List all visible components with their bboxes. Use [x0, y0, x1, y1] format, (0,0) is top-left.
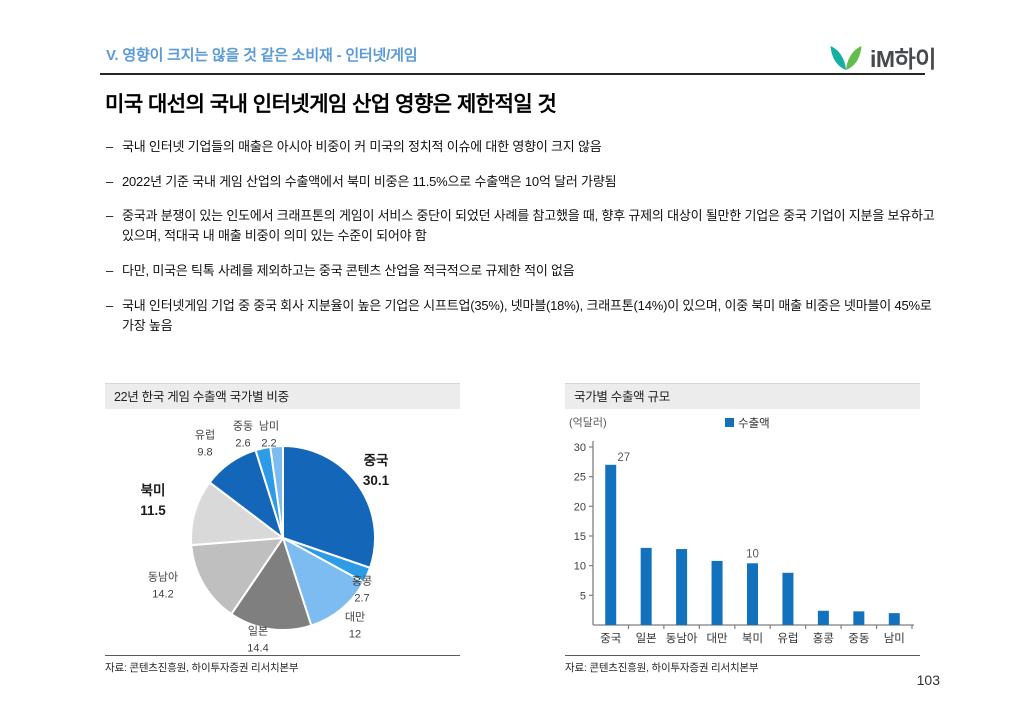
svg-text:대만: 대만	[706, 632, 728, 645]
bullet-item: – 국내 인터넷게임 기업 중 중국 회사 지분율이 높은 기업은 시프트업(3…	[106, 296, 938, 336]
svg-text:14.4: 14.4	[247, 643, 268, 655]
bar-chart-card: 국가별 수출액 규모 (억달러) 수출액 5 10 15 20 25 30 중국 27 일본 동남아 대…	[565, 383, 920, 675]
pie-chart-card: 22년 한국 게임 수출액 국가별 비중 중국 30.1 홍콩 2.7 대만 12 일본 14…	[105, 383, 460, 675]
page-number: 103	[916, 672, 940, 688]
svg-text:일본: 일본	[248, 624, 268, 638]
brand-logo: iM하이	[828, 40, 936, 74]
svg-text:12: 12	[349, 629, 361, 641]
svg-text:유럽: 유럽	[777, 631, 798, 645]
svg-text:홍콩: 홍콩	[813, 631, 834, 645]
svg-text:북미: 북미	[141, 483, 166, 498]
bullet-item: – 국내 인터넷 기업들의 매출은 아시아 비중이 커 미국의 정치적 이슈에 …	[106, 137, 938, 157]
svg-text:중국: 중국	[600, 633, 621, 645]
svg-text:14.2: 14.2	[152, 589, 173, 601]
bullet-dash: –	[106, 263, 114, 279]
bullet-item: – 중국과 분쟁이 있는 인도에서 크래프톤의 게임이 서비스 중단이 되었던 …	[106, 206, 938, 246]
bullet-text: 국내 인터넷게임 기업 중 중국 회사 지분율이 높은 기업은 시프트업(35%…	[122, 297, 932, 333]
brand-leaf-icon	[828, 42, 864, 72]
brand-logo-text: iM하이	[870, 46, 936, 72]
bullet-item: – 2022년 기준 국내 게임 산업의 수출액에서 북미 비중은 11.5%으…	[106, 172, 938, 192]
bullet-text: 국내 인터넷 기업들의 매출은 아시아 비중이 커 미국의 정치적 이슈에 대한…	[122, 139, 602, 154]
svg-text:중동: 중동	[233, 421, 253, 433]
bullet-dash: –	[106, 208, 114, 224]
svg-text:2.2: 2.2	[261, 438, 276, 450]
svg-text:북미: 북미	[742, 632, 763, 645]
svg-text:10: 10	[574, 561, 586, 573]
svg-text:15: 15	[574, 531, 586, 543]
svg-text:대만: 대만	[345, 611, 365, 624]
svg-text:중국: 중국	[364, 453, 389, 468]
svg-text:홍콩: 홍콩	[352, 574, 372, 588]
svg-text:2.6: 2.6	[235, 438, 250, 450]
svg-text:9.8: 9.8	[197, 447, 212, 459]
svg-text:30: 30	[574, 442, 586, 454]
svg-text:2.7: 2.7	[354, 593, 369, 605]
svg-text:20: 20	[574, 501, 586, 513]
bar-chart-body: (억달러) 수출액 5 10 15 20 25 30 중국 27 일본 동남아 대만 북미 10 유럽 홍콩 중동…	[565, 409, 920, 655]
pie-chart-source: 자료: 콘텐츠진흥원, 하이투자증권 리서치본부	[105, 655, 460, 675]
bullet-text: 다만, 미국은 틱톡 사례를 제외하고는 중국 콘텐츠 산업을 적극적으로 규제…	[122, 263, 575, 279]
section-title: V. 영향이 크지는 않을 것 같은 소비재 - 인터넷/게임	[106, 47, 418, 64]
bullet-list: – 국내 인터넷 기업들의 매출은 아시아 비중이 커 미국의 정치적 이슈에 …	[106, 137, 938, 350]
bullet-item: – 다만, 미국은 틱톡 사례를 제외하고는 중국 콘텐츠 산업을 적극적으로 …	[106, 261, 938, 281]
pie-chart-title: 22년 한국 게임 수출액 국가별 비중	[105, 383, 460, 409]
bullet-dash: –	[106, 139, 114, 154]
svg-text:중동: 중동	[848, 633, 869, 645]
svg-text:일본: 일본	[636, 631, 657, 645]
bar-chart-source: 자료: 콘텐츠진흥원, 하이투자증권 리서치본부	[565, 655, 920, 675]
bar-chart: (억달러) 수출액 5 10 15 20 25 30 중국 27 일본 동남아 대만 북미 10 유럽 홍콩 중동…	[569, 416, 914, 645]
header-divider	[100, 73, 925, 75]
svg-text:동남아: 동남아	[666, 632, 698, 645]
svg-text:유럽: 유럽	[195, 428, 215, 442]
bullet-dash: –	[106, 297, 114, 313]
svg-text:27: 27	[617, 452, 630, 464]
svg-text:수출액: 수출액	[738, 417, 770, 430]
svg-text:10: 10	[746, 548, 759, 560]
svg-text:5: 5	[580, 590, 586, 602]
svg-text:30.1: 30.1	[363, 473, 390, 488]
bullet-dash: –	[106, 173, 114, 189]
bar-chart-title: 국가별 수출액 규모	[565, 383, 920, 409]
svg-text:동남아: 동남아	[148, 571, 178, 584]
pie-chart-body: 중국 30.1 홍콩 2.7 대만 12 일본 14.4 동남아 14.2 북미 11.5 유럽 9.8 중…	[105, 409, 460, 655]
bullet-text: 중국과 분쟁이 있는 인도에서 크래프톤의 게임이 서비스 중단이 되었던 사례…	[122, 208, 935, 244]
page-title: 미국 대선의 국내 인터넷게임 산업 영향은 제한적일 것	[105, 93, 557, 116]
pie-chart: 중국 30.1 홍콩 2.7 대만 12 일본 14.4 동남아 14.2 북미 11.5 유럽 9.8 중…	[140, 420, 390, 655]
bullet-text: 2022년 기준 국내 게임 산업의 수출액에서 북미 비중은 11.5%으로 …	[122, 173, 617, 189]
svg-text:25: 25	[574, 472, 586, 484]
svg-text:남미: 남미	[259, 420, 279, 433]
svg-text:남미: 남미	[884, 632, 905, 645]
svg-text:(억달러): (억달러)	[569, 416, 607, 429]
svg-text:11.5: 11.5	[140, 503, 166, 518]
